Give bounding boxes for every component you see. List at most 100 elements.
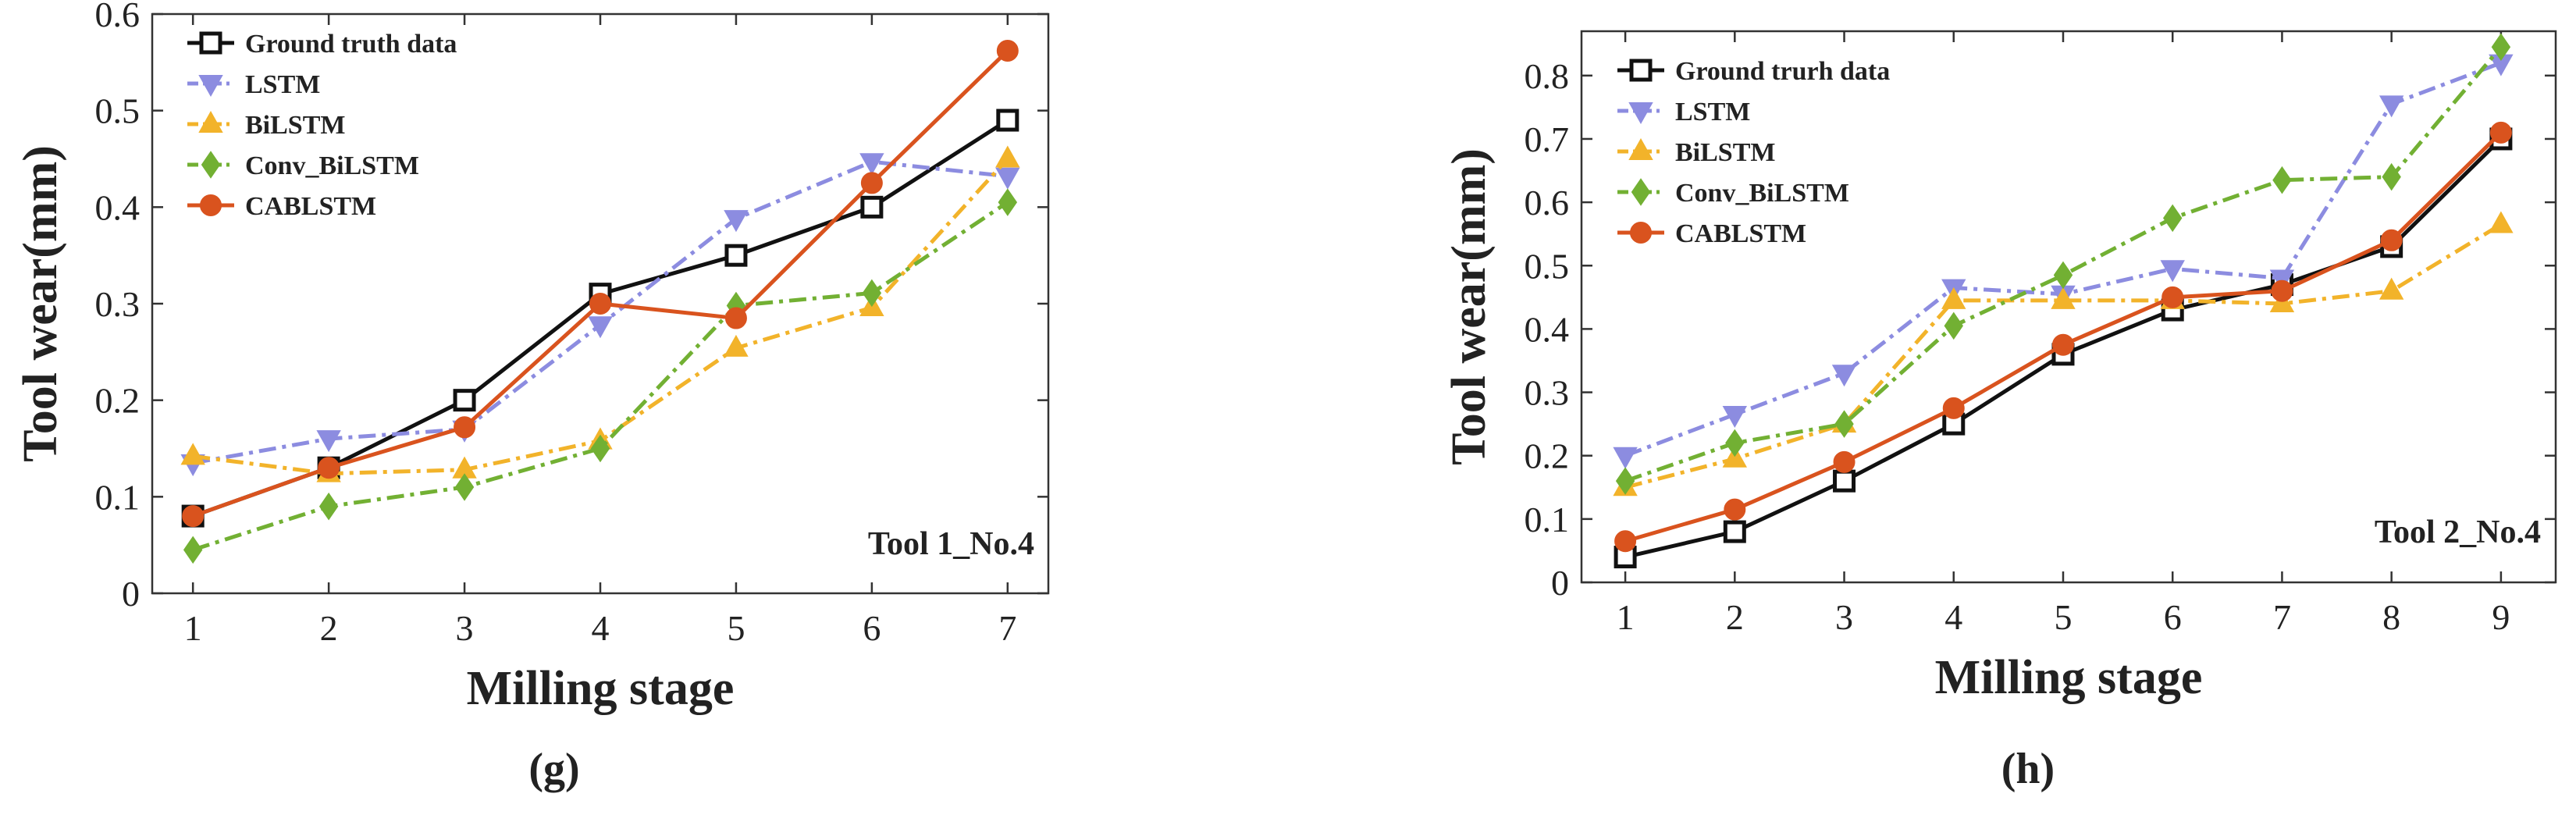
data-point — [2271, 279, 2293, 302]
x-tick-label: 6 — [863, 608, 881, 648]
data-point — [589, 293, 611, 315]
data-point — [2382, 162, 2401, 191]
y-tick-label: 0.3 — [95, 284, 141, 324]
data-point — [724, 210, 749, 233]
data-point — [1833, 450, 1856, 473]
legend-marker — [1629, 59, 1653, 82]
legend-marker — [198, 110, 223, 133]
panel-caption: (h) — [2001, 745, 2055, 793]
data-point — [995, 145, 1020, 168]
x-tick-label: 2 — [320, 608, 338, 648]
legend-marker — [1628, 102, 1653, 125]
y-tick-label: 0.6 — [1525, 183, 1570, 222]
data-point — [1722, 445, 1748, 468]
data-point — [454, 416, 476, 439]
legend: Ground trurh data LSTM BiLSTM Conv_BiLSTM CA… — [1617, 57, 1890, 248]
x-tick-label: 8 — [2382, 597, 2400, 637]
legend-label: Conv_BiLSTM — [245, 151, 419, 180]
data-point — [1615, 467, 1635, 495]
data-point — [590, 434, 610, 463]
y-tick-label: 0.6 — [95, 0, 141, 34]
data-point — [1614, 530, 1637, 553]
legend-marker — [201, 151, 221, 179]
y-tick-label: 0.1 — [95, 477, 141, 517]
y-tick-label: 0.4 — [1525, 309, 1570, 349]
data-point — [724, 307, 747, 329]
x-tick-label: 6 — [2164, 597, 2182, 637]
legend-label: LSTM — [1675, 98, 1750, 126]
data-point — [2379, 277, 2404, 300]
x-tick-label: 4 — [1944, 597, 1962, 637]
data-point — [318, 457, 340, 479]
legend-label: BiLSTM — [245, 111, 345, 140]
y-axis-title: Tool wear(mm) — [1443, 148, 1496, 465]
data-point — [860, 172, 883, 194]
panel-caption: (g) — [528, 745, 579, 793]
tool-annotation: Tool 2_No.4 — [2375, 514, 2541, 550]
series-conv-bilstm — [183, 188, 1018, 564]
data-point — [2051, 333, 2074, 356]
data-point — [2489, 211, 2514, 233]
y-tick-label: 0 — [122, 574, 140, 614]
data-point — [1833, 469, 1856, 493]
series-line — [192, 201, 1009, 552]
data-point — [1941, 286, 1966, 309]
data-point — [2051, 286, 2076, 309]
y-tick-label: 0.2 — [1525, 436, 1570, 476]
y-tick-label: 0.3 — [1525, 373, 1570, 413]
y-tick-label: 0 — [1551, 563, 1569, 603]
chart-g: 0 0.1 0.2 0.3 0.4 0.5 0.6 1 2 3 4 5 6 7 Milling stage T… — [14, 0, 1050, 793]
data-point — [1944, 311, 1963, 340]
legend-label: Conv_BiLSTM — [1675, 179, 1849, 208]
data-point — [1723, 520, 1746, 543]
x-tick-label: 3 — [456, 608, 474, 648]
x-tick-label: 7 — [2273, 597, 2291, 637]
data-point — [1613, 447, 1638, 469]
data-point — [995, 167, 1020, 190]
x-axis-title: Milling stage — [467, 662, 735, 715]
legend-marker — [200, 194, 222, 216]
x-tick-label: 9 — [2492, 597, 2510, 637]
data-point — [2160, 260, 2185, 283]
data-point — [316, 430, 341, 453]
x-tick-label: 5 — [2054, 597, 2072, 637]
chart-h: 0 0.1 0.2 0.3 0.4 0.5 0.6 0.7 0.8 1 2 3 4 5 6 7 8 9 Millin… — [1443, 30, 2557, 793]
data-point — [996, 39, 1019, 62]
plot-frame — [1580, 30, 2557, 584]
y-tick-label: 0.5 — [95, 91, 141, 131]
data-point — [860, 195, 884, 219]
x-tick-label: 3 — [1835, 597, 1853, 637]
legend-label: Ground truth data — [245, 30, 457, 59]
legend-label: BiLSTM — [1675, 138, 1775, 167]
data-point — [724, 244, 748, 267]
x-tick-label: 1 — [1617, 597, 1635, 637]
data-point — [1834, 410, 1854, 438]
data-point — [318, 492, 339, 521]
data-point — [2491, 33, 2511, 62]
data-point — [996, 109, 1019, 132]
data-point — [2162, 204, 2183, 233]
data-point — [2272, 165, 2292, 194]
y-axis-title: Tool wear(mm) — [14, 145, 67, 462]
data-point — [1724, 498, 1746, 521]
data-point — [724, 334, 749, 357]
series-line — [1624, 61, 2502, 458]
y-tick-label: 0.7 — [1525, 119, 1570, 159]
x-tick-label: 2 — [1726, 597, 1744, 637]
x-tick-label: 4 — [592, 608, 610, 648]
data-point — [859, 153, 884, 176]
legend-label: Ground trurh data — [1675, 57, 1890, 86]
data-point — [1831, 365, 1857, 387]
legend-marker — [1628, 137, 1653, 160]
x-tick-label: 7 — [998, 608, 1016, 648]
series-cablstm — [182, 39, 1019, 528]
data-point — [2053, 261, 2073, 290]
data-point — [182, 505, 205, 528]
series-conv-bilstm — [1615, 33, 2511, 495]
data-point — [1722, 405, 1748, 429]
data-point — [180, 443, 205, 465]
legend-label: CABLSTM — [1675, 219, 1806, 248]
legend-marker — [198, 75, 223, 98]
series-line — [1624, 222, 2503, 489]
